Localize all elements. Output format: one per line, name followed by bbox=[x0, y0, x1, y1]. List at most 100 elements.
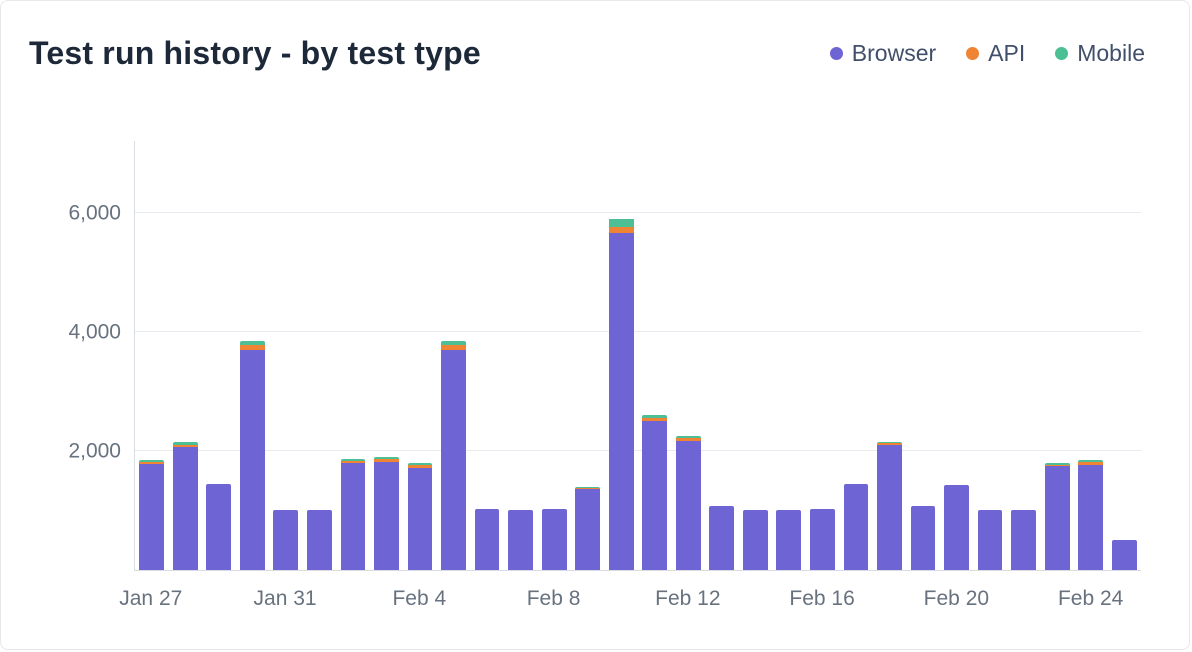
bar-segment-api bbox=[172, 444, 198, 448]
bar-segment-api bbox=[642, 417, 668, 422]
bar-segment-browser bbox=[273, 510, 299, 570]
bar-feb-7[interactable] bbox=[508, 510, 534, 570]
gridline bbox=[135, 449, 1141, 451]
bar-segment-browser bbox=[474, 508, 500, 570]
bar-feb-18[interactable] bbox=[877, 441, 902, 570]
bar-slot bbox=[739, 141, 773, 570]
bar-segment-browser bbox=[776, 510, 802, 570]
bar-slot bbox=[169, 141, 203, 570]
x-axis-tick-label: Jan 27 bbox=[119, 587, 183, 610]
bar-segment-browser bbox=[877, 445, 902, 570]
bar-segment-mobile bbox=[608, 218, 634, 228]
bar-jan-28[interactable] bbox=[172, 441, 198, 570]
legend-item-browser[interactable]: Browser bbox=[829, 40, 936, 67]
bar-slot bbox=[537, 141, 571, 570]
bar-segment-browser bbox=[1011, 509, 1036, 570]
bar-segment-browser bbox=[608, 233, 634, 570]
bar-segment-browser bbox=[374, 461, 399, 570]
bars-layer bbox=[135, 141, 1141, 570]
bar-slot bbox=[403, 141, 437, 570]
bar-segment-api bbox=[340, 460, 366, 463]
legend-dot-browser-icon bbox=[829, 47, 843, 60]
bar-jan-30[interactable] bbox=[239, 340, 265, 570]
bar-segment-api bbox=[239, 345, 265, 350]
bar-feb-2[interactable] bbox=[340, 458, 366, 570]
bar-segment-browser bbox=[1044, 466, 1070, 570]
bar-feb-14[interactable] bbox=[742, 510, 768, 570]
bar-feb-8[interactable] bbox=[541, 509, 567, 570]
bar-feb-20[interactable] bbox=[944, 485, 969, 570]
y-axis-tick-label: 2,000 bbox=[68, 439, 121, 463]
bar-slot bbox=[973, 141, 1007, 570]
bar-segment-api bbox=[608, 227, 634, 234]
bar-segment-mobile bbox=[575, 486, 601, 488]
bar-feb-12[interactable] bbox=[675, 435, 701, 570]
bar-feb-1[interactable] bbox=[307, 510, 332, 570]
page-title: Test run history - by test type bbox=[29, 35, 481, 71]
bar-slot bbox=[705, 141, 739, 570]
bar-feb-24[interactable] bbox=[1078, 459, 1104, 570]
bar-feb-22[interactable] bbox=[1011, 509, 1036, 570]
bar-slot bbox=[470, 141, 504, 570]
bar-slot bbox=[1040, 141, 1074, 570]
bar-feb-15[interactable] bbox=[776, 510, 802, 570]
bar-segment-browser bbox=[809, 508, 835, 570]
bar-segment-browser bbox=[910, 505, 936, 570]
bar-slot bbox=[873, 141, 907, 570]
bar-feb-11[interactable] bbox=[642, 415, 668, 570]
bar-segment-browser bbox=[675, 440, 701, 570]
x-axis: Jan 27 Jan 31 Feb 4 Feb 8 Feb 12 Feb 16 Feb 20… bbox=[119, 587, 1141, 619]
bar-feb-16[interactable] bbox=[809, 508, 835, 570]
bar-segment-browser bbox=[239, 349, 265, 570]
bar-segment-browser bbox=[843, 483, 869, 570]
bar-feb-6[interactable] bbox=[474, 508, 500, 570]
bar-feb-3[interactable] bbox=[374, 456, 399, 570]
bar-feb-9[interactable] bbox=[575, 486, 601, 570]
bar-feb-10[interactable] bbox=[608, 218, 634, 570]
x-axis-tick-label: Feb 12 bbox=[655, 587, 721, 610]
legend-item-api[interactable]: API bbox=[966, 40, 1025, 67]
legend-dot-api-icon bbox=[966, 47, 980, 60]
bar-feb-19[interactable] bbox=[910, 505, 936, 570]
legend-item-mobile[interactable]: Mobile bbox=[1055, 40, 1145, 67]
bar-jan-31[interactable] bbox=[273, 510, 299, 570]
bar-feb-21[interactable] bbox=[977, 510, 1003, 570]
bar-segment-mobile bbox=[877, 441, 902, 444]
bar-segment-browser bbox=[508, 510, 534, 570]
bar-slot bbox=[1107, 141, 1141, 570]
bar-segment-mobile bbox=[441, 340, 466, 346]
bar-segment-api bbox=[139, 461, 165, 464]
bar-feb-4[interactable] bbox=[407, 462, 433, 570]
bar-feb-23[interactable] bbox=[1044, 462, 1070, 570]
bar-segment-mobile bbox=[340, 458, 366, 461]
bar-segment-api bbox=[1078, 462, 1104, 466]
bar-jan-29[interactable] bbox=[206, 483, 232, 570]
x-axis-tick-label: Feb 4 bbox=[392, 587, 447, 610]
bar-slot bbox=[202, 141, 236, 570]
y-axis-tick-label: 4,000 bbox=[68, 320, 121, 344]
bar-segment-browser bbox=[407, 467, 433, 570]
bar-segment-mobile bbox=[374, 456, 399, 459]
bar-segment-browser bbox=[1078, 465, 1104, 570]
y-axis-tick-label: 6,000 bbox=[68, 201, 121, 224]
plot-area: 2,000 4,000 6,000 bbox=[68, 141, 1141, 571]
legend-label-mobile: Mobile bbox=[1077, 40, 1145, 66]
bar-feb-25[interactable] bbox=[1111, 540, 1137, 570]
bar-segment-api bbox=[877, 443, 902, 446]
bar-segment-browser bbox=[575, 488, 601, 570]
bar-feb-5[interactable] bbox=[441, 340, 466, 570]
bar-segment-mobile bbox=[1044, 462, 1070, 465]
bar-feb-17[interactable] bbox=[843, 483, 869, 570]
bar-slot bbox=[638, 141, 672, 570]
bar-slot bbox=[370, 141, 404, 570]
bar-slot bbox=[604, 141, 638, 570]
bar-feb-13[interactable] bbox=[709, 506, 735, 570]
bar-segment-browser bbox=[139, 463, 165, 570]
bar-segment-browser bbox=[1111, 540, 1137, 570]
bar-segment-browser bbox=[742, 510, 768, 570]
bar-jan-27[interactable] bbox=[139, 459, 165, 570]
bar-segment-browser bbox=[541, 509, 567, 570]
bar-segment-browser bbox=[307, 510, 332, 570]
bar-slot bbox=[504, 141, 538, 570]
